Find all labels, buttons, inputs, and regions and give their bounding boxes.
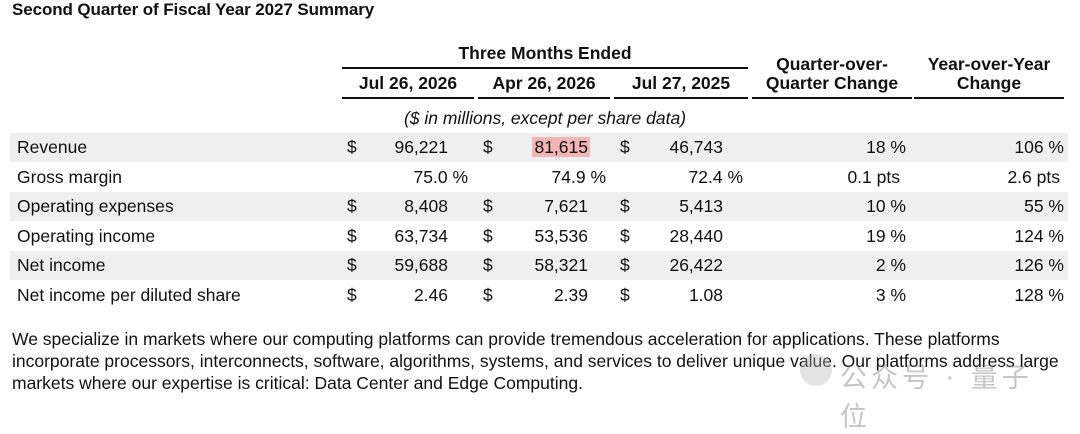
value-jul-27-2025: 26,422 — [669, 255, 723, 275]
row-label: Operating income — [17, 226, 156, 246]
header-col1-rule — [342, 97, 474, 99]
value-qoq: 10 % — [866, 196, 906, 216]
header-col3-rule — [614, 97, 748, 99]
description-paragraph: We specialize in markets where our compu… — [12, 329, 1059, 393]
value-jul-27-2025: 28,440 — [669, 226, 723, 246]
value-yoy: 126 % — [1014, 255, 1064, 275]
value-qoq: 2 % — [875, 255, 906, 275]
table-row-revenue: Revenue $ 96,221 $ 81,615 $ 46,743 18 % … — [10, 133, 1068, 162]
header-qoq-rule — [752, 97, 912, 99]
header-group-rule — [342, 67, 748, 69]
value-jul-27-2025: 5,413 — [679, 196, 723, 216]
header-col2-rule — [478, 97, 610, 99]
wechat-icon — [800, 354, 832, 386]
header-three-months-ended: Three Months Ended — [458, 43, 632, 63]
value-jul-26-2026: 63,734 — [394, 226, 448, 246]
value-qoq: 18 % — [866, 137, 906, 157]
dollar-sign: $ — [347, 285, 357, 305]
value-jul-26-2026: 2.46 — [413, 285, 448, 305]
watermark-text: 公众号 · 量子位 — [840, 363, 1033, 433]
value-apr-26-2026: 58,321 — [534, 255, 588, 275]
row-label: Net income — [17, 255, 106, 275]
dollar-sign: $ — [620, 226, 630, 246]
value-jul-27-2025: 46,743 — [669, 137, 723, 157]
header-col-apr-26-2026: Apr 26, 2026 — [492, 73, 596, 93]
dollar-sign: $ — [347, 255, 357, 275]
value-yoy: 124 % — [1014, 226, 1064, 246]
value-jul-26-2026: 8,408 — [404, 196, 448, 216]
page-title: Second Quarter of Fiscal Year 2027 Summa… — [12, 0, 375, 19]
value-jul-27-2025: 1.08 — [688, 285, 723, 305]
value-yoy: 55 % — [1024, 196, 1064, 216]
row-label: Gross margin — [17, 167, 123, 187]
value-apr-26-2026: 7,621 — [544, 196, 588, 216]
dollar-sign: $ — [347, 137, 357, 157]
header-yoy-rule — [914, 97, 1064, 99]
table-row-operating-income: Operating income $ 63,734 $ 53,536 $ 28,… — [10, 222, 1068, 251]
header-col-jul-27-2025: Jul 27, 2025 — [631, 73, 731, 93]
value-qoq: 0.1 pts — [847, 167, 900, 187]
value-qoq: 3 % — [875, 285, 906, 305]
dollar-sign: $ — [620, 196, 630, 216]
header-qoq-line2: Quarter Change — [765, 73, 899, 93]
value-yoy: 106 % — [1014, 137, 1064, 157]
header-yoy-change: Year-over-Year Change — [914, 55, 1064, 93]
highlighted-value-apr-26-2026: 81,615 — [532, 137, 590, 157]
units-note: ($ in millions, except per share data) — [403, 108, 687, 128]
value-apr-26-2026: 74.9 % — [551, 167, 606, 187]
dollar-sign: $ — [620, 255, 630, 275]
dollar-sign: $ — [483, 285, 493, 305]
row-label: Operating expenses — [17, 196, 174, 216]
table-row-gross-margin: Gross margin 75.0 % 74.9 % 72.4 % 0.1 pt… — [10, 163, 1068, 192]
dollar-sign: $ — [347, 196, 357, 216]
table-row-net-income: Net income $ 59,688 $ 58,321 $ 26,422 2 … — [10, 251, 1068, 280]
dollar-sign: $ — [483, 255, 493, 275]
header-qoq-change: Quarter-over- Quarter Change — [752, 55, 912, 93]
table-row-operating-expenses: Operating expenses $ 8,408 $ 7,621 $ 5,4… — [10, 192, 1068, 221]
value-yoy: 2.6 pts — [1007, 167, 1060, 187]
row-label: Net income per diluted share — [17, 285, 241, 305]
header-yoy-line2: Change — [956, 73, 1022, 93]
value-apr-26-2026: 2.39 — [553, 285, 588, 305]
dollar-sign: $ — [620, 285, 630, 305]
dollar-sign: $ — [483, 196, 493, 216]
header-yoy-line1: Year-over-Year — [927, 54, 1051, 74]
header-qoq-line1: Quarter-over- — [776, 54, 888, 74]
value-qoq: 19 % — [866, 226, 906, 246]
dollar-sign: $ — [483, 137, 493, 157]
dollar-sign: $ — [483, 226, 493, 246]
header-col-jul-26-2026: Jul 26, 2026 — [358, 73, 458, 93]
value-jul-27-2025: 72.4 % — [688, 167, 743, 187]
table-row-net-income-per-diluted-share: Net income per diluted share $ 2.46 $ 2.… — [10, 281, 1068, 310]
value-jul-26-2026: 75.0 % — [413, 167, 468, 187]
watermark: 公众号 · 量子位 — [800, 352, 1060, 433]
dollar-sign: $ — [620, 137, 630, 157]
value-jul-26-2026: 96,221 — [394, 137, 448, 157]
row-label: Revenue — [17, 137, 88, 157]
value-yoy: 128 % — [1014, 285, 1064, 305]
value-apr-26-2026: 53,536 — [534, 226, 588, 246]
value-jul-26-2026: 59,688 — [394, 255, 448, 275]
dollar-sign: $ — [347, 226, 357, 246]
